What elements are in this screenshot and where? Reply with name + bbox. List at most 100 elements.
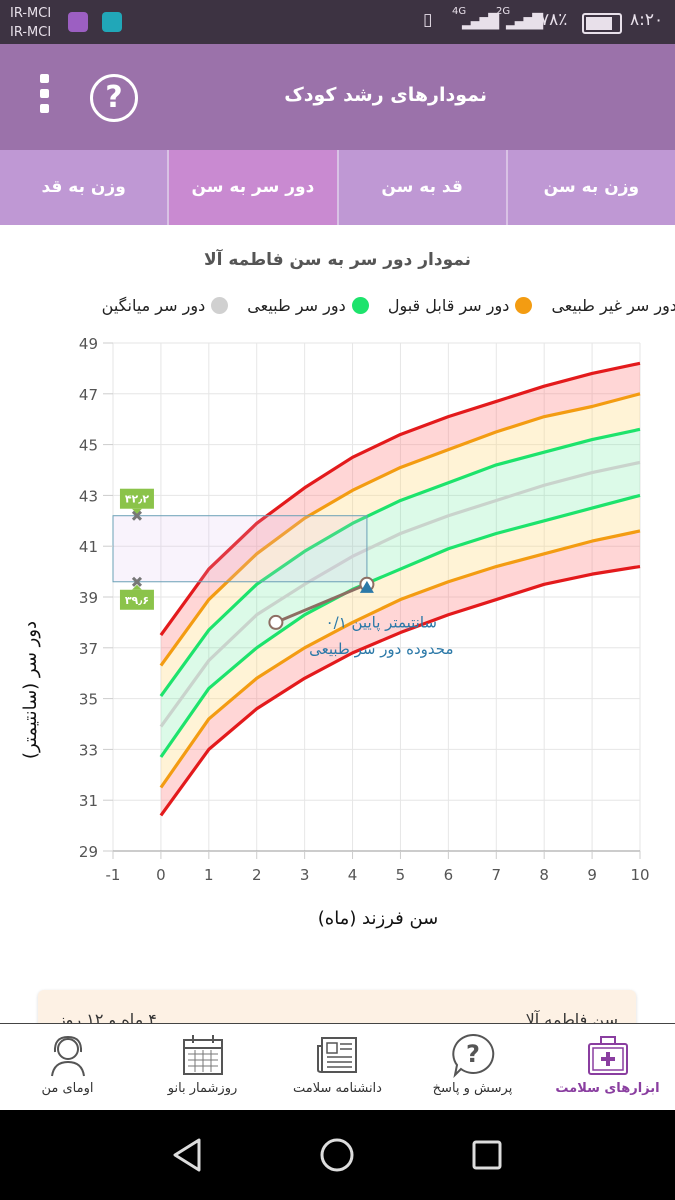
chart-band bbox=[160, 363, 640, 666]
tab-weight-for-height[interactable]: وزن به قد bbox=[41, 177, 126, 197]
gallery-notification-icon bbox=[68, 12, 88, 32]
recents-icon[interactable] bbox=[464, 1132, 510, 1178]
chart-tabs: وزن به قد دور سر به سن قد به سن وزن به س… bbox=[0, 150, 675, 225]
legend-label: دور سر میانگین bbox=[101, 296, 206, 315]
legend-item-acceptable[interactable]: دور سر قابل قبول bbox=[388, 296, 533, 315]
legend-dot-orange bbox=[515, 297, 533, 314]
range-marker-x bbox=[131, 510, 143, 521]
x-tick-label: 5 bbox=[396, 866, 406, 884]
nav-label: دانشنامه سلامت bbox=[293, 1081, 382, 1096]
legend-item-normal[interactable]: دور سر طبیعی bbox=[247, 296, 369, 315]
y-tick-label: 29 bbox=[79, 843, 98, 861]
nav-item-my-profile[interactable]: اومای من bbox=[0, 1024, 135, 1111]
y-tick-label: 43 bbox=[79, 487, 98, 505]
legend-item-average[interactable]: دور سر میانگین bbox=[102, 296, 229, 315]
x-tick-label: 10 bbox=[630, 866, 649, 884]
annotation-line-1: ۰/۱ سانتیمتر پایین bbox=[326, 613, 437, 632]
signal-icon-2: ▂▄▆█ bbox=[506, 14, 543, 30]
newspaper-icon bbox=[316, 1037, 357, 1073]
range-label-high-bg bbox=[119, 488, 154, 509]
measurement-line bbox=[275, 582, 368, 624]
head-circumference-chart: ۴۲٫۲ ۳۹٫۶ ۰/۱ سانتیمتر پایین محدوده دور سر … bbox=[20, 335, 650, 929]
x-tick-label: 8 bbox=[539, 866, 549, 884]
x-tick-label: 3 bbox=[300, 866, 310, 884]
chart-band bbox=[160, 495, 640, 788]
question-bubble-icon: ? bbox=[451, 1033, 494, 1078]
svg-text:?: ? bbox=[466, 1040, 480, 1068]
legend-dot-green bbox=[351, 297, 369, 314]
series-line-2 bbox=[159, 392, 641, 667]
nav-label: اومای من bbox=[41, 1081, 94, 1096]
chart-band bbox=[160, 429, 640, 727]
chart-band bbox=[160, 393, 640, 697]
nav-item-encyclopedia[interactable]: دانشنامه سلامت bbox=[270, 1024, 405, 1111]
nav-label: ابزارهای سلامت bbox=[555, 1081, 660, 1096]
series-line-3 bbox=[159, 427, 641, 697]
y-tick-label: 41 bbox=[79, 538, 98, 556]
series-line-1 bbox=[159, 361, 641, 637]
page-title: نمودارهای رشد کودک bbox=[284, 84, 487, 106]
x-axis-label: سن فرزند (ماه) bbox=[318, 908, 439, 929]
legend-label: دور سر غیر طبیعی bbox=[551, 296, 675, 315]
chart-band bbox=[160, 462, 640, 758]
range-marker-x bbox=[131, 576, 143, 587]
x-tick-label: 1 bbox=[204, 866, 214, 884]
y-tick-label: 33 bbox=[79, 741, 98, 759]
nav-label: پرسش و پاسخ bbox=[432, 1081, 513, 1096]
tab-weight-for-age[interactable]: وزن به سن bbox=[505, 150, 675, 225]
y-tick-label: 45 bbox=[79, 437, 98, 455]
avatar-icon bbox=[50, 1035, 85, 1077]
range-label-low-pointer bbox=[131, 584, 142, 590]
home-icon[interactable] bbox=[314, 1132, 360, 1178]
nav-label: روزشمار بانو bbox=[167, 1081, 238, 1096]
x-tick-label: 2 bbox=[252, 866, 262, 884]
x-tick-label: 6 bbox=[444, 866, 454, 884]
series-line-6 bbox=[159, 529, 641, 789]
y-tick-label: 35 bbox=[79, 691, 98, 709]
more-vert-icon[interactable] bbox=[36, 74, 52, 120]
nav-item-qa[interactable]: ? پرسش و پاسخ bbox=[405, 1024, 540, 1111]
network-type-2: 2G bbox=[496, 6, 511, 17]
vibrate-icon: ▯ bbox=[423, 10, 433, 30]
chart-band bbox=[160, 530, 640, 816]
range-label-low: ۳۹٫۶ bbox=[125, 594, 149, 607]
legend-item-abnormal[interactable]: دور سر غیر طبیعی bbox=[551, 296, 675, 315]
x-tick-label: 7 bbox=[491, 866, 501, 884]
x-tick-label: 0 bbox=[156, 866, 166, 884]
y-tick-label: 47 bbox=[79, 386, 98, 404]
network-type-1: 4G bbox=[452, 6, 467, 17]
battery-percent: ۷۸٪ bbox=[540, 10, 568, 30]
nav-item-calendar[interactable]: روزشمار بانو bbox=[135, 1024, 270, 1111]
nav-item-health-tools[interactable]: ابزارهای سلامت bbox=[540, 1024, 675, 1111]
chart-legend: دور سر غیر طبیعی دور سر قابل قبول دور سر… bbox=[0, 296, 675, 336]
status-bar: IR-MCI IR-MCI ▯ 4G ▂▄▆█ 2G ▂▄▆█ ۷۸٪ ۸:۲۰ bbox=[0, 0, 675, 44]
tab-height-for-age[interactable]: قد به سن bbox=[336, 150, 506, 225]
series-line-4 bbox=[159, 460, 641, 728]
x-tick-label: 9 bbox=[587, 866, 597, 884]
battery-icon bbox=[582, 13, 622, 34]
y-tick-label: 39 bbox=[79, 589, 98, 607]
calendar-icon bbox=[182, 1035, 223, 1075]
legend-label: دور سر قابل قبول bbox=[387, 296, 510, 315]
series-line-7 bbox=[159, 564, 641, 817]
legend-dot-gray bbox=[211, 297, 229, 314]
back-icon[interactable] bbox=[165, 1132, 211, 1178]
y-tick-label: 49 bbox=[79, 335, 98, 353]
measurement-point-1[interactable] bbox=[268, 614, 284, 630]
x-tick-label: 4 bbox=[348, 866, 358, 884]
range-label-high-pointer bbox=[131, 508, 142, 514]
clock: ۸:۲۰ bbox=[630, 10, 664, 30]
medical-kit-icon bbox=[587, 1036, 628, 1075]
carrier-name-2: IR-MCI bbox=[10, 25, 52, 40]
range-label-low-bg bbox=[119, 589, 154, 610]
normal-range-box bbox=[112, 515, 368, 583]
current-measurement-marker[interactable] bbox=[359, 580, 374, 593]
y-axis-label: دور سر (سانتیمتر) bbox=[20, 621, 41, 759]
y-tick-label: 31 bbox=[79, 792, 98, 810]
x-tick-label: -1 bbox=[106, 866, 121, 884]
range-label-high: ۴۲٫۲ bbox=[125, 493, 150, 506]
mail-notification-icon bbox=[102, 12, 122, 32]
y-tick-label: 37 bbox=[79, 640, 98, 658]
help-icon[interactable]: ? bbox=[90, 74, 138, 122]
tab-head-for-age[interactable]: دور سر به سن bbox=[167, 150, 337, 225]
